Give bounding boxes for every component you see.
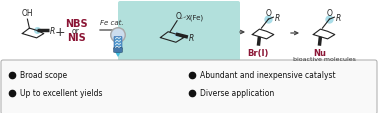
- Text: R: R: [335, 14, 341, 22]
- Text: O: O: [176, 12, 182, 21]
- Text: or: or: [72, 26, 80, 35]
- Text: Br(I): Br(I): [248, 48, 269, 57]
- Text: Diverse application: Diverse application: [200, 89, 274, 98]
- Text: Fe cat.: Fe cat.: [100, 20, 124, 26]
- Text: Broad scope: Broad scope: [20, 71, 67, 80]
- Text: NBS: NBS: [65, 19, 87, 29]
- FancyBboxPatch shape: [1, 60, 377, 113]
- Text: X(Fe): X(Fe): [186, 14, 204, 21]
- Text: R: R: [274, 14, 280, 22]
- FancyBboxPatch shape: [114, 37, 122, 50]
- Text: Up to excellent yields: Up to excellent yields: [20, 89, 102, 98]
- Circle shape: [112, 29, 124, 42]
- Text: +: +: [55, 25, 65, 38]
- FancyBboxPatch shape: [114, 48, 122, 53]
- Text: Abundant and inexpensive catalyst: Abundant and inexpensive catalyst: [200, 71, 336, 80]
- Text: Nu: Nu: [313, 48, 326, 57]
- Text: O: O: [327, 9, 332, 18]
- Text: O: O: [265, 9, 271, 18]
- Circle shape: [110, 28, 126, 44]
- FancyBboxPatch shape: [118, 2, 240, 61]
- Text: OH: OH: [22, 9, 33, 18]
- Text: R: R: [50, 27, 55, 35]
- Text: NIS: NIS: [67, 33, 85, 43]
- Text: bioactive molecules: bioactive molecules: [293, 56, 355, 61]
- Text: R: R: [189, 33, 194, 42]
- Polygon shape: [115, 53, 121, 58]
